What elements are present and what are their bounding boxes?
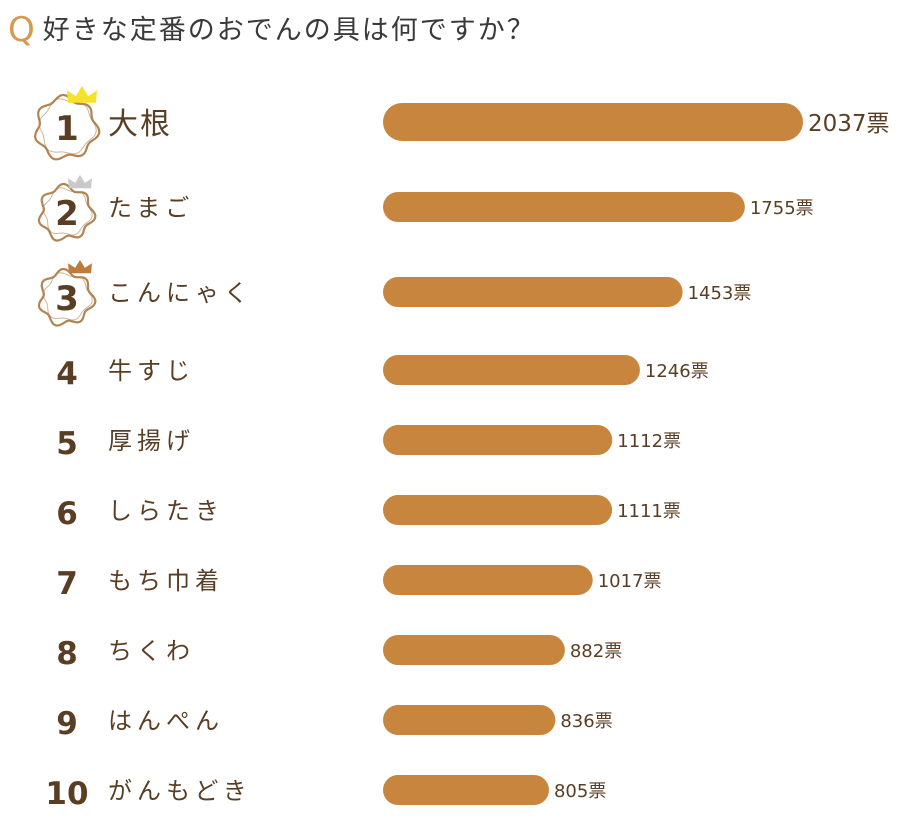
- category-label: こんにゃく: [108, 279, 253, 307]
- category-label: もち巾着: [108, 567, 224, 595]
- rank-number: 6: [56, 496, 78, 532]
- value-label: 1111票: [617, 501, 681, 522]
- rank-number: 10: [45, 776, 88, 812]
- rank-badge-inner: [38, 98, 97, 155]
- crown-bronze-icon: [68, 260, 92, 274]
- bar: [383, 277, 683, 307]
- value-label: 805票: [554, 781, 606, 802]
- rank-badge-inner: [42, 272, 93, 321]
- value-label: 882票: [570, 641, 622, 662]
- category-label: がんもどき: [108, 777, 252, 805]
- rank-number: 9: [56, 706, 78, 742]
- category-label: しらたき: [108, 497, 224, 525]
- bar: [383, 565, 593, 595]
- rank-number: 1: [55, 109, 79, 149]
- value-label: 1112票: [617, 431, 681, 452]
- value-label: 836票: [560, 711, 612, 732]
- rank-number: 3: [55, 279, 79, 319]
- bar: [383, 355, 640, 385]
- category-label: 大根: [108, 107, 172, 142]
- rank-badge: [37, 182, 97, 242]
- question-text: 好きな定番のおでんの具は何ですか？: [42, 14, 536, 46]
- rank-number: 5: [56, 426, 78, 462]
- category-label: 牛すじ: [108, 357, 195, 385]
- rank-number: 4: [56, 356, 78, 392]
- rank-number: 7: [56, 566, 78, 602]
- category-label: はんぺん: [108, 707, 224, 735]
- rank-number: 2: [55, 194, 79, 234]
- value-label: 1755票: [750, 198, 814, 219]
- value-label: 1017票: [598, 571, 662, 592]
- question-header: Q 好きな定番のおでんの具は何ですか？: [8, 8, 536, 52]
- bar: [383, 192, 745, 222]
- bar: [383, 103, 803, 141]
- value-label: 1246票: [645, 361, 709, 382]
- category-label: 厚揚げ: [108, 427, 195, 455]
- value-label: 1453票: [688, 283, 752, 304]
- crown-silver-icon: [68, 175, 92, 189]
- rank-badge-inner: [42, 187, 93, 236]
- rank-number: 8: [56, 636, 78, 672]
- bar: [383, 635, 565, 665]
- category-label: ちくわ: [108, 637, 195, 665]
- bar: [383, 425, 613, 455]
- rank-badge: [37, 267, 97, 327]
- category-label: たまご: [108, 194, 194, 222]
- bar: [383, 495, 613, 525]
- bar: [383, 775, 549, 805]
- value-label: 2037票: [808, 111, 890, 137]
- crown-gold-icon: [67, 86, 97, 103]
- question-mark: Q: [8, 10, 35, 50]
- rank-badge: [34, 93, 101, 161]
- bar: [383, 705, 556, 735]
